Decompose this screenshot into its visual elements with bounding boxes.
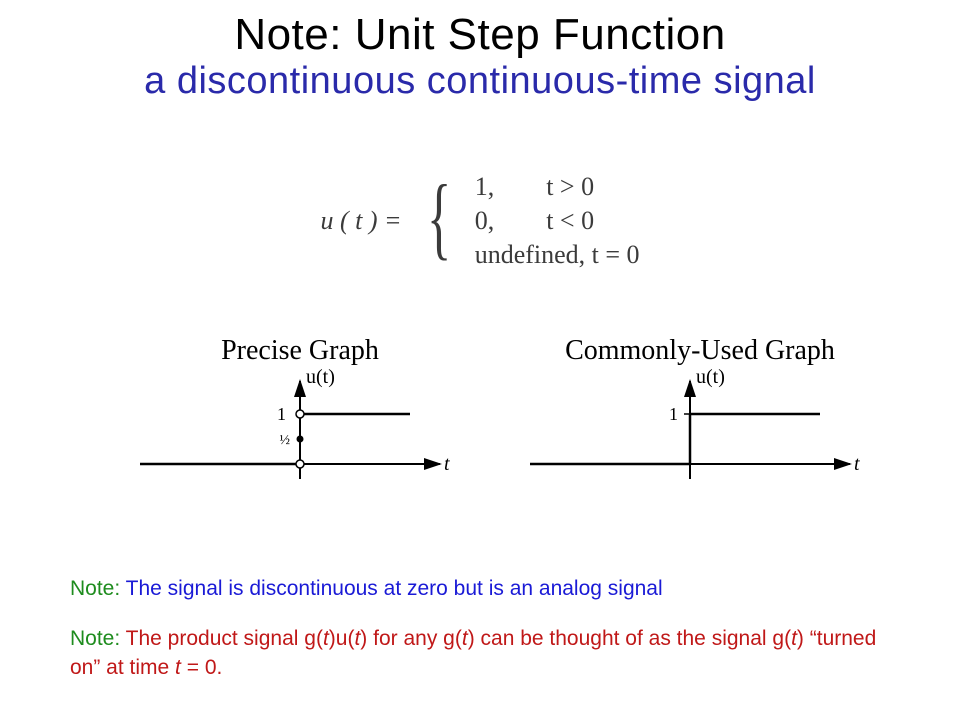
svg-text:t: t [444,453,450,475]
case-cond: t > 0 [546,172,594,201]
svg-text:½: ½ [280,433,291,448]
precise-graph-block: Precise Graph 1 ½ u(t) t [110,335,490,509]
common-graph-title: Commonly-Used Graph [500,335,900,367]
brace: { [422,172,455,262]
note-label: Note: [70,627,120,650]
case-row: 0, t < 0 [475,204,640,238]
case-value: undefined, [475,240,585,269]
precise-graph: 1 ½ u(t) t [130,369,470,509]
svg-text:1: 1 [277,404,286,424]
common-graph-block: Commonly-Used Graph 1 u(t) t [500,335,900,509]
title-sub: a discontinuous continuous-time signal [0,60,960,103]
precise-graph-title: Precise Graph [110,335,490,367]
note-2-text: The product signal g(t)u(t) for any g(t)… [70,627,876,678]
case-value: 1, [475,172,495,201]
svg-text:t: t [854,453,860,475]
slide: Note: Unit Step Function a discontinuous… [0,0,960,720]
case-cond: t < 0 [546,206,594,235]
equation-block: u ( t ) = { 1, t > 0 0, t < 0 undefined,… [0,170,960,272]
equation: u ( t ) = { 1, t > 0 0, t < 0 undefined,… [320,170,639,272]
svg-text:u(t): u(t) [696,369,725,388]
note-1: Note: The signal is discontinuous at zer… [70,575,890,603]
notes-block: Note: The signal is discontinuous at zer… [70,575,890,704]
case-row: 1, t > 0 [475,170,640,204]
equation-cases: 1, t > 0 0, t < 0 undefined, t = 0 [475,170,640,272]
title-main: Note: Unit Step Function [0,10,960,60]
svg-text:1: 1 [669,404,678,424]
case-row: undefined, t = 0 [475,238,640,272]
note-label: Note: [70,577,120,600]
note-2: Note: The product signal g(t)u(t) for an… [70,625,890,682]
title-block: Note: Unit Step Function a discontinuous… [0,0,960,103]
common-graph: 1 u(t) t [520,369,880,509]
equation-lhs: u ( t ) = [320,206,401,236]
note-1-text: The signal is discontinuous at zero but … [120,577,662,600]
svg-text:u(t): u(t) [306,369,335,388]
case-value: 0, [475,206,495,235]
case-cond: t = 0 [592,240,640,269]
